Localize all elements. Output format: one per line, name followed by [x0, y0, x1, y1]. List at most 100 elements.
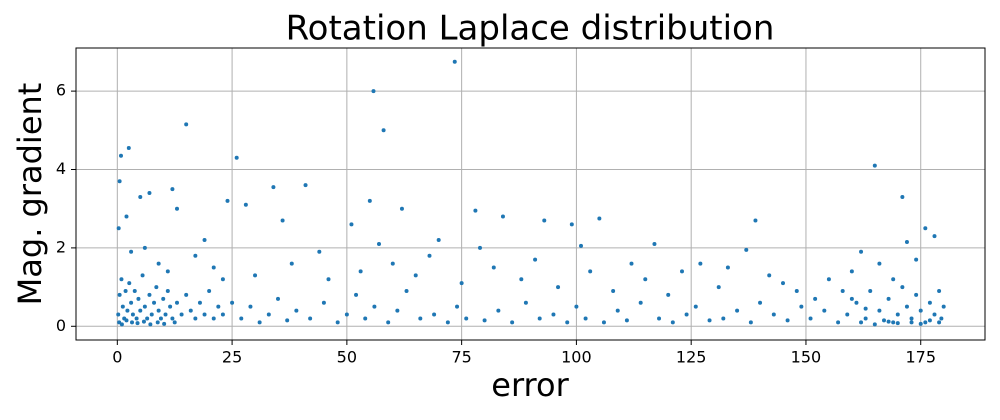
point — [129, 300, 134, 305]
point — [257, 320, 262, 325]
point — [652, 241, 657, 246]
point — [147, 292, 152, 297]
point — [781, 281, 785, 286]
point — [937, 289, 942, 294]
point — [119, 277, 124, 282]
point — [895, 321, 900, 326]
point — [126, 145, 131, 150]
point — [148, 322, 153, 327]
point — [707, 318, 712, 323]
point — [155, 320, 160, 325]
point — [863, 306, 868, 311]
point — [909, 320, 914, 325]
point — [344, 312, 349, 317]
point — [588, 269, 593, 274]
point — [372, 304, 377, 309]
point — [542, 218, 547, 223]
point — [808, 316, 813, 321]
point — [220, 312, 225, 317]
point — [886, 319, 891, 324]
point — [859, 249, 864, 254]
point — [854, 300, 859, 305]
x-axis-label: error — [491, 366, 569, 404]
point — [168, 304, 173, 309]
point — [152, 300, 157, 305]
point — [551, 312, 556, 317]
point — [175, 300, 179, 305]
point — [771, 312, 776, 317]
point — [758, 300, 763, 305]
point — [909, 316, 914, 321]
point — [140, 273, 145, 278]
point — [127, 281, 132, 286]
y-axis-label: Mag. gradient — [11, 83, 49, 306]
point — [537, 316, 542, 321]
point — [117, 179, 122, 184]
point — [285, 318, 290, 323]
point — [904, 304, 909, 309]
point — [418, 316, 423, 321]
point — [895, 312, 900, 317]
point — [523, 300, 528, 305]
point — [579, 243, 583, 248]
point — [464, 316, 469, 321]
point — [116, 312, 121, 317]
y-tick-label: 0 — [56, 316, 66, 335]
x-tick-label: 175 — [905, 348, 936, 367]
point — [638, 300, 643, 305]
point — [129, 249, 134, 254]
point — [184, 122, 189, 127]
point — [119, 322, 124, 327]
point — [721, 316, 726, 321]
point — [149, 312, 154, 317]
point — [886, 296, 891, 301]
point — [276, 296, 280, 301]
point — [500, 214, 505, 219]
x-tick-label: 100 — [561, 348, 592, 367]
point — [849, 296, 854, 301]
point — [845, 312, 850, 317]
point — [836, 320, 841, 325]
point — [624, 318, 629, 323]
point — [377, 241, 381, 246]
point — [657, 316, 662, 321]
point — [932, 234, 937, 239]
point — [939, 316, 944, 321]
point — [172, 320, 177, 325]
point — [473, 208, 478, 213]
point — [923, 226, 928, 231]
point — [478, 245, 482, 250]
point — [455, 304, 460, 309]
point — [459, 281, 464, 286]
point — [130, 312, 135, 317]
chart-title: Rotation Laplace distribution — [286, 9, 775, 49]
point — [165, 269, 170, 274]
point — [303, 183, 308, 188]
point — [130, 320, 135, 325]
point — [220, 277, 225, 282]
point — [744, 247, 749, 252]
point — [445, 320, 450, 325]
point — [317, 249, 322, 254]
y-tick-label: 2 — [56, 237, 66, 256]
point — [725, 265, 730, 270]
point — [923, 320, 928, 325]
point — [141, 319, 146, 324]
point — [125, 308, 130, 313]
point — [574, 304, 579, 309]
point — [363, 316, 368, 321]
point — [142, 245, 147, 250]
point — [900, 194, 905, 199]
point — [188, 308, 193, 313]
point — [170, 316, 175, 321]
point — [404, 289, 409, 294]
point — [134, 316, 139, 321]
point — [239, 316, 244, 321]
point — [142, 304, 147, 309]
x-tick-label: 50 — [337, 348, 357, 367]
point — [941, 304, 946, 309]
point — [932, 312, 937, 317]
point — [565, 320, 570, 325]
x-tick-label: 150 — [791, 348, 822, 367]
